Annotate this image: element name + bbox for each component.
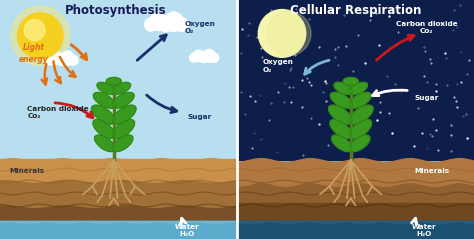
Ellipse shape [334, 82, 353, 94]
Text: Carbon dioxide
Co₂: Carbon dioxide Co₂ [396, 21, 457, 34]
Circle shape [60, 51, 74, 65]
Circle shape [203, 49, 215, 62]
Ellipse shape [112, 105, 136, 124]
Bar [0, 159, 237, 183]
Circle shape [190, 54, 198, 62]
Circle shape [149, 13, 167, 30]
Text: Light
energy: Light energy [19, 43, 49, 64]
Ellipse shape [349, 135, 370, 152]
Ellipse shape [343, 77, 358, 85]
Ellipse shape [93, 120, 115, 138]
Circle shape [267, 11, 311, 55]
Circle shape [210, 53, 219, 62]
Ellipse shape [349, 105, 373, 124]
Ellipse shape [330, 92, 353, 108]
Circle shape [193, 50, 204, 62]
Text: Cellular Respiration: Cellular Respiration [290, 4, 421, 17]
Circle shape [68, 55, 78, 65]
Text: Oxygen
O₂: Oxygen O₂ [263, 59, 294, 73]
Ellipse shape [328, 105, 352, 124]
Circle shape [11, 6, 70, 65]
Circle shape [50, 52, 62, 65]
Circle shape [145, 18, 157, 31]
Bar [0, 0, 237, 160]
Circle shape [46, 55, 55, 65]
Text: Water
H₂O: Water H₂O [175, 223, 200, 237]
Circle shape [18, 13, 63, 59]
Text: Oxygen
O₂: Oxygen O₂ [185, 21, 216, 34]
Ellipse shape [331, 135, 352, 152]
Text: Sugar: Sugar [415, 95, 439, 101]
Circle shape [175, 18, 188, 31]
Text: Carbon dioxide
Co₂: Carbon dioxide Co₂ [27, 106, 89, 119]
Bar [0, 221, 237, 239]
Text: Water
H₂O: Water H₂O [412, 223, 437, 237]
Ellipse shape [112, 135, 133, 152]
Ellipse shape [91, 105, 115, 124]
Bar [237, 181, 474, 205]
Bar [0, 181, 237, 205]
Circle shape [199, 52, 209, 63]
Ellipse shape [93, 92, 116, 108]
Ellipse shape [349, 92, 371, 108]
Bar [0, 203, 237, 222]
Circle shape [258, 10, 306, 57]
Bar [237, 203, 474, 222]
Circle shape [56, 54, 67, 65]
Bar [237, 221, 474, 239]
Bar [0, 221, 237, 239]
Circle shape [24, 20, 45, 41]
Text: Minerals: Minerals [415, 168, 450, 174]
Ellipse shape [106, 77, 121, 85]
Text: Sugar: Sugar [187, 114, 211, 120]
Ellipse shape [349, 82, 367, 94]
Bar [237, 221, 474, 239]
Text: Photosynthesis: Photosynthesis [65, 4, 167, 17]
Ellipse shape [330, 120, 352, 138]
Circle shape [164, 12, 183, 31]
Text: Minerals: Minerals [9, 168, 45, 174]
Ellipse shape [113, 120, 135, 138]
Ellipse shape [94, 135, 115, 152]
Ellipse shape [112, 92, 134, 108]
Ellipse shape [350, 120, 372, 138]
Ellipse shape [112, 82, 130, 94]
Circle shape [158, 16, 174, 32]
Bar [237, 0, 474, 160]
Ellipse shape [97, 82, 116, 94]
